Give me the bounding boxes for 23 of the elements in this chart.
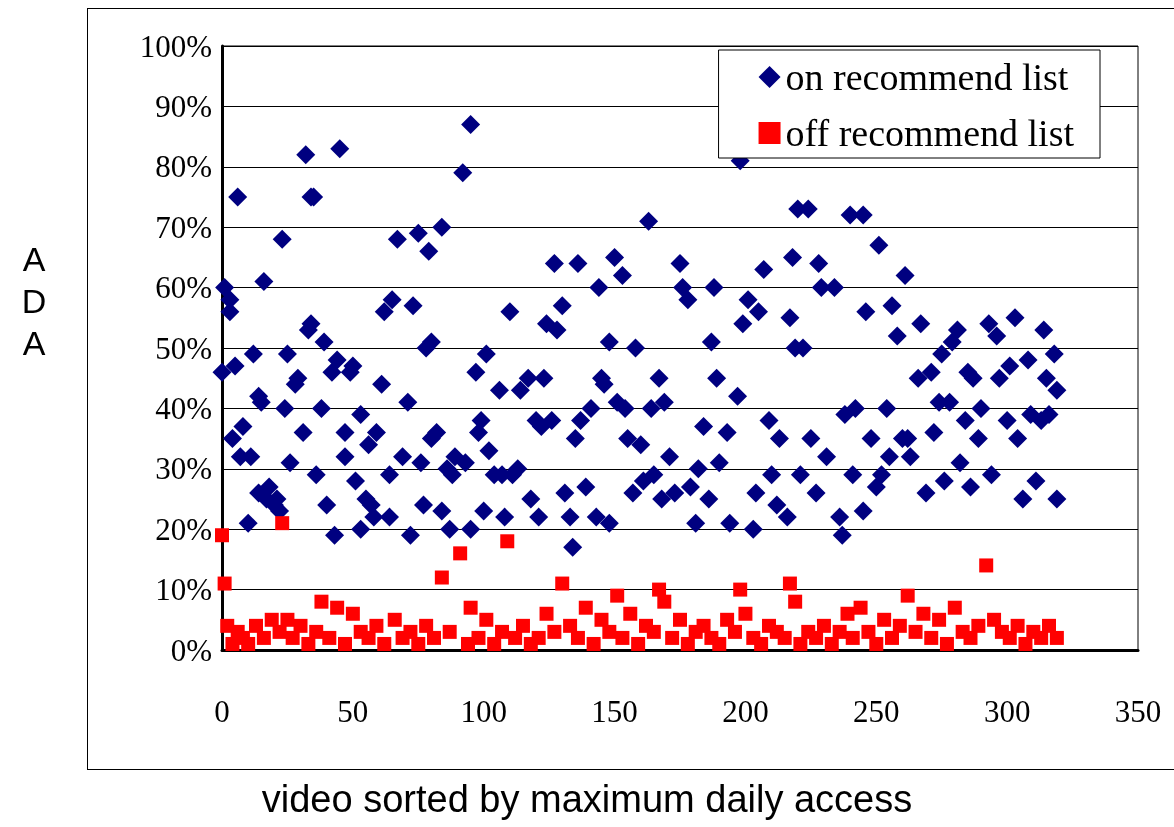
x-tick-label: 250	[853, 694, 900, 729]
y-tick-label: 80%	[155, 149, 212, 185]
x-tick-label: 0	[214, 694, 230, 729]
y-tick-label: 0%	[170, 632, 212, 668]
y-tick-label: 50%	[155, 330, 212, 366]
y-tick-label: 10%	[155, 572, 212, 608]
y-tick-label: 30%	[155, 451, 212, 487]
legend-label: on recommend list	[785, 56, 1069, 98]
y-tick-label: 100%	[139, 28, 212, 64]
x-tick-label: 100	[460, 694, 507, 729]
y-tick-label: 20%	[155, 511, 212, 547]
x-tick-label: 50	[337, 694, 369, 729]
y-tick-label: 40%	[155, 390, 212, 426]
x-tick-label: 300	[983, 694, 1031, 729]
x-tick-label: 350	[1114, 694, 1162, 729]
x-axis-title: video sorted by maximum daily access	[260, 778, 914, 821]
y-tick-label: 60%	[155, 270, 212, 306]
x-tick-label: 150	[591, 694, 638, 729]
y-axis-title: ADA	[14, 240, 53, 366]
x-tick-label: 200	[722, 694, 769, 729]
y-tick-label: 70%	[155, 209, 212, 245]
legend-label: off recommend list	[785, 112, 1075, 154]
y-tick-label: 90%	[155, 88, 212, 124]
